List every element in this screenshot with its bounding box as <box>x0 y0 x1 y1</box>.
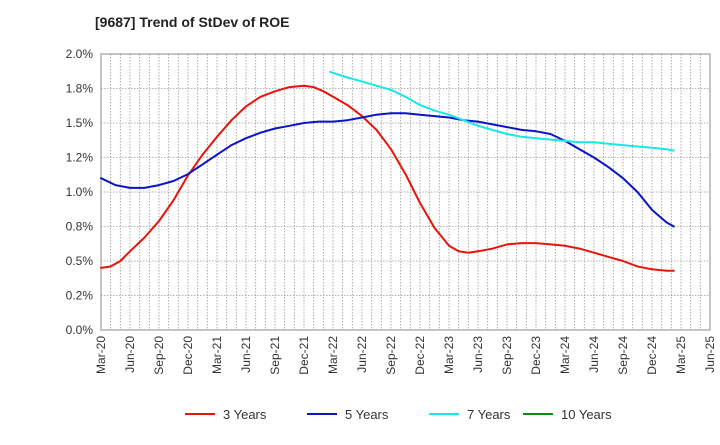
y-tick-label: 0.8% <box>66 220 94 234</box>
plot-frame <box>100 53 711 331</box>
x-tick-label: Sep-23 <box>500 336 514 375</box>
legend-label-3-years: 3 Years <box>223 407 267 422</box>
y-tick-label: 2.0% <box>66 47 94 61</box>
legend-label-5-years: 5 Years <box>345 407 389 422</box>
x-tick-label: Mar-25 <box>674 336 688 374</box>
x-tick-label: Mar-20 <box>94 336 108 374</box>
x-tick-label: Sep-21 <box>268 336 282 375</box>
series-line-5-years <box>100 112 675 228</box>
y-tick-label: 0.2% <box>66 289 94 303</box>
x-tick-label: Dec-21 <box>297 336 311 375</box>
legend-label-10-years: 10 Years <box>561 407 612 422</box>
x-tick-label: Sep-24 <box>616 336 630 375</box>
x-tick-label: Jun-22 <box>355 336 369 373</box>
x-tick-label: Mar-23 <box>442 336 456 374</box>
y-tick-label: 1.5% <box>66 116 94 130</box>
series-line-7-years <box>329 70 675 152</box>
x-tick-label: Jun-21 <box>239 336 253 373</box>
chart-title: [9687] Trend of StDev of ROE <box>95 14 290 30</box>
x-tick-label: Jun-25 <box>703 336 717 373</box>
y-tick-label: 0.0% <box>66 323 94 337</box>
x-tick-label: Mar-24 <box>558 336 572 374</box>
x-tick-label: Jun-23 <box>471 336 485 373</box>
x-tick-label: Jun-24 <box>587 336 601 373</box>
x-tick-label: Jun-20 <box>123 336 137 373</box>
x-tick-label: Dec-23 <box>529 336 543 375</box>
y-tick-label: 1.0% <box>66 185 94 199</box>
legend-label-7-years: 7 Years <box>467 407 511 422</box>
x-tick-label: Sep-20 <box>152 336 166 375</box>
legend: 3 Years 5 Years 7 Years 10 Years <box>185 407 612 422</box>
horizontal-gridlines <box>101 88 710 296</box>
x-tick-label: Dec-22 <box>413 336 427 375</box>
x-tick-label: Sep-22 <box>384 336 398 375</box>
x-tick-label: Mar-22 <box>326 336 340 374</box>
x-tick-label: Dec-20 <box>181 336 195 375</box>
y-tick-label: 1.2% <box>66 151 94 165</box>
y-tick-label: 0.5% <box>66 254 94 268</box>
x-tick-label: Dec-24 <box>645 336 659 375</box>
y-tick-label: 1.8% <box>66 82 94 96</box>
x-tick-label: Mar-21 <box>210 336 224 374</box>
